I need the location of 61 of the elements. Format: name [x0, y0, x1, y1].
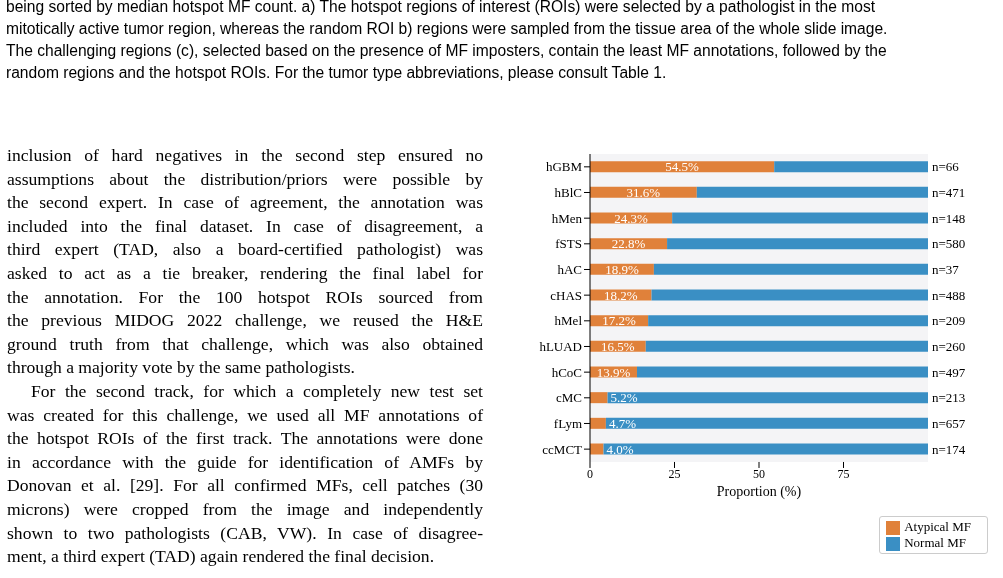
text: being sorted by median hotspot MF count. a) The hotspot regions of interest (ROIs) were selected by a pathologist in the most mitotically active tumor region, whereas the random ROI b) regions were sampled from the tissue area of the whole slide image. The challenging regions (c), selected based on the presence of MF imposters, contain the least MF annotations, followed by the random regions and the hotspot ROIs. For the tumor type abbreviations, please consult Table 1.: [6, 0, 889, 83]
text: n=148: [932, 210, 966, 226]
y-tick-label: cMC: [556, 390, 582, 406]
y-tick-label: hGBM: [545, 159, 583, 175]
data-label: 13.9%: [596, 364, 631, 380]
y-tick-label: hLUAD: [539, 339, 582, 355]
y-tick-label: hBlC: [554, 185, 582, 201]
text: n=471: [932, 185, 966, 201]
text: inclusion of hard negatives in the second step ensured no assumptions about the distribution/priors were possible by the second expert. In case of agreement, the annotation was included into the final dataset. In case of disagreement, a third expert (TAD, also a board-certified pathologist) was asked to act as a tie breaker, rendering the final label for the annotation. For the 100 hotspot ROIs sourced from the previous MIDOG 2022 challenge, we reused the H&E ground truth from that challenge, which was also obtained through a majority vote by the same pathologists. For the second track, for which a completely new test set was created for this challenge, we used all MF annotations of the hotspot ROIs of the first track. The annotations were done in accordance with the guide for identification of AMFs by Donovan et al. [29]. For all confirmed MFs, cell patches (30 microns) were cropped from the image and independently shown to two pathologists (CAB, VW). In case of disagree- ment, a third expert (TAD) again rendered the final decision.: [7, 145, 483, 567]
bar: [605, 417, 928, 429]
x-tick-label: 25: [668, 467, 681, 482]
bar: [645, 340, 928, 352]
text: n=174: [932, 441, 966, 457]
text: n=209: [932, 313, 966, 329]
legend-label: Atypical MF: [904, 518, 971, 534]
data-label: 54.5%: [665, 159, 700, 175]
bar: [590, 392, 608, 404]
data-label: 24.3%: [614, 210, 649, 226]
x-tick-label: 0: [587, 467, 593, 482]
bar: [590, 417, 606, 429]
bar: [648, 315, 928, 327]
y-tick-label: hMen: [551, 210, 583, 226]
x-tick-label: 75: [837, 467, 850, 482]
data-label: 17.2%: [602, 313, 637, 329]
data-label: 18.9%: [605, 261, 639, 277]
data-label: 4.7%: [608, 415, 637, 431]
bar: [667, 238, 928, 250]
x-axis-title: Proportion (%): [716, 483, 802, 500]
text: n=213: [932, 390, 966, 406]
data-label: 4.0%: [606, 441, 634, 457]
y-tick-label: cHAS: [550, 287, 582, 303]
y-tick-label: hCoC: [551, 364, 582, 380]
bar: [653, 263, 928, 275]
text: n=66: [932, 159, 960, 175]
bar: [590, 443, 604, 455]
data-label: 5.2%: [610, 390, 638, 406]
data-label: 22.8%: [611, 236, 646, 252]
data-label: 31.6%: [626, 184, 661, 200]
text: n=488: [932, 287, 966, 303]
y-tick-label: fSTS: [555, 236, 582, 252]
bar: [603, 443, 928, 455]
bar: [636, 366, 928, 378]
y-tick-label: hMel: [554, 313, 583, 329]
bar: [607, 392, 928, 404]
y-tick-label: ccMCT: [542, 441, 583, 457]
bar: [590, 161, 775, 173]
legend-label: Normal MF: [904, 534, 966, 550]
text: n=260: [932, 339, 966, 355]
bar: [672, 212, 928, 224]
bar: [774, 161, 928, 173]
data-label: 16.5%: [601, 338, 635, 354]
data-label: 18.2%: [603, 287, 638, 303]
text: n=657: [932, 416, 966, 432]
bar: [651, 289, 928, 301]
x-tick-label: 50: [753, 467, 765, 482]
text: n=580: [932, 236, 966, 252]
y-tick-label: fLym: [553, 416, 582, 432]
y-tick-label: hAC: [557, 262, 582, 278]
bar: [696, 186, 928, 198]
text: n=497: [932, 364, 966, 380]
text: n=37: [932, 262, 960, 278]
